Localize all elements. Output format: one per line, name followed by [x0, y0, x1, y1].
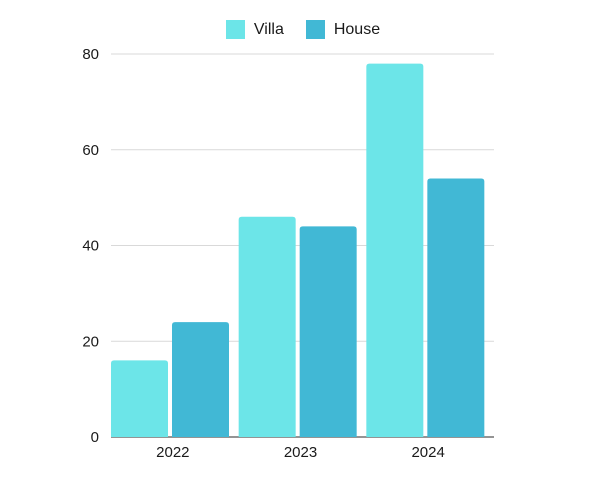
bar-house-2023	[299, 226, 357, 437]
y-tick-label: 40	[82, 238, 99, 255]
y-tick-label: 0	[91, 429, 99, 446]
x-tick-label: 2024	[411, 444, 444, 461]
legend-swatch-house	[305, 20, 325, 39]
y-tick-label: 80	[82, 46, 99, 63]
bar-villa-2024	[366, 63, 424, 437]
x-tick-label: 2022	[156, 444, 189, 461]
legend-item-house: House	[305, 20, 381, 39]
bar-house-2024	[427, 178, 485, 437]
legend-label-villa: Villa	[253, 20, 284, 38]
y-axis-ticks: 0 20 40 60 80	[82, 46, 99, 446]
x-axis-ticks: 2022 2023 2024	[156, 444, 445, 461]
bar-villa-2022	[111, 360, 168, 437]
bar-villa-2023	[238, 216, 296, 437]
legend-swatch-villa	[225, 20, 245, 39]
legend-label-house: House	[333, 20, 381, 38]
legend: Villa House	[0, 20, 606, 39]
y-tick-label: 60	[82, 142, 99, 159]
y-tick-label: 20	[82, 333, 99, 350]
x-tick-label: 2023	[284, 444, 317, 461]
legend-item-villa: Villa	[225, 20, 284, 39]
bar-house-2022	[172, 322, 229, 437]
bars	[111, 63, 485, 437]
